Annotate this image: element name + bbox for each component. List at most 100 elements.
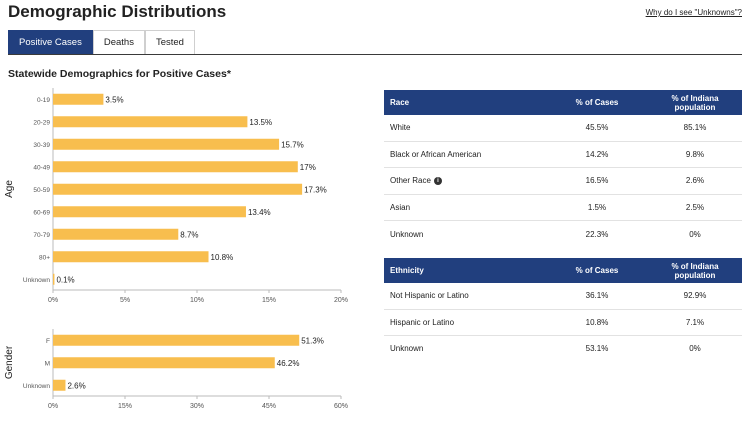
gender-axis-title: Gender (4, 345, 15, 379)
ethnicity-table: Ethnicity % of Cases % of Indiana popula… (384, 258, 742, 362)
race-cases: 1.5% (546, 194, 648, 222)
race-table: Race % of Cases % of Indiana population … (384, 90, 742, 247)
ethnicity-population-header: % of Indiana population (648, 258, 742, 283)
age-bar (53, 228, 179, 240)
table-row: Hispanic or Latino 10.8% 7.1% (384, 309, 742, 337)
age-category-label: 50-59 (33, 187, 50, 194)
age-bar (53, 116, 248, 128)
gender-bar (53, 357, 275, 369)
age-category-label: 60-69 (33, 209, 50, 216)
race-population: 85.1% (648, 115, 742, 142)
age-axis-title: Age (4, 180, 15, 198)
age-value-label: 13.4% (248, 208, 271, 217)
table-row: Other Race i 16.5% 2.6% (384, 167, 742, 195)
page-title: Demographic Distributions (8, 2, 227, 21)
race-label: Unknown (390, 229, 424, 239)
info-icon[interactable]: i (433, 177, 442, 186)
table-row: Asian 1.5% 2.5% (384, 194, 742, 222)
ethnicity-header: Ethnicity (384, 258, 546, 283)
table-row: Not Hispanic or Latino 36.1% 92.9% (384, 283, 742, 310)
age-value-label: 15.7% (281, 140, 304, 149)
race-label: Other Race (390, 176, 431, 186)
race-table-header: Race % of Cases % of Indiana population (384, 90, 742, 115)
age-value-label: 13.5% (249, 118, 272, 127)
age-bar (53, 138, 280, 150)
gender-value-label: 51.3% (301, 336, 324, 345)
gender-tick-label: 30% (190, 403, 204, 410)
race-header: Race (384, 90, 546, 115)
table-row: Unknown 53.1% 0% (384, 336, 742, 362)
ethnicity-label: Not Hispanic or Latino (384, 283, 546, 310)
age-tick-label: 20% (334, 297, 348, 304)
tab-positive-cases[interactable]: Positive Cases (8, 30, 93, 54)
age-bar (53, 93, 104, 105)
table-row: White 45.5% 85.1% (384, 115, 742, 142)
age-category-label: 20-29 (33, 119, 50, 126)
gender-bar (53, 334, 300, 346)
gender-tick-label: 0% (48, 403, 58, 410)
ethnicity-population: 7.1% (648, 309, 742, 337)
race-cases: 16.5% (546, 167, 648, 195)
ethnicity-table-header: Ethnicity % of Cases % of Indiana popula… (384, 258, 742, 283)
ethnicity-cases-header: % of Cases (546, 258, 648, 283)
age-bar (53, 183, 303, 195)
tab-divider (8, 54, 742, 55)
race-label: White (384, 115, 546, 142)
race-cases: 22.3% (585, 229, 609, 239)
age-bar (53, 206, 246, 218)
ethnicity-cases: 10.8% (546, 309, 648, 337)
race-population: 2.5% (648, 194, 742, 222)
ethnicity-label: Hispanic or Latino (384, 309, 546, 337)
unknowns-help-link[interactable]: Why do I see "Unknowns"? (645, 8, 742, 17)
demographics-charts: 0-19 3.5% 20-29 13.5% 30-39 15.7% 40-49 17% 50-5… (4, 88, 348, 410)
age-category-label: 40-49 (33, 164, 50, 171)
ethnicity-label: Unknown (390, 344, 424, 354)
age-value-label: 3.5% (105, 95, 123, 104)
gender-value-label: 2.6% (67, 381, 85, 390)
gender-value-label: 46.2% (277, 359, 300, 368)
age-value-label: 17% (300, 163, 316, 172)
age-tick-label: 10% (190, 297, 204, 304)
ethnicity-population: 92.9% (648, 283, 742, 310)
gender-tick-label: 15% (118, 403, 132, 410)
age-bar (53, 161, 298, 173)
age-category-label: 80+ (39, 254, 50, 261)
age-tick-label: 15% (262, 297, 276, 304)
gender-category-label: F (46, 338, 50, 345)
race-label-cell: Other Race i (384, 167, 546, 195)
age-bar (53, 251, 209, 263)
race-cases: 45.5% (546, 115, 648, 142)
tab-deaths[interactable]: Deaths (92, 30, 145, 54)
race-population: 0% (689, 229, 701, 239)
table-row: Black or African American 14.2% 9.8% (384, 141, 742, 169)
age-tick-label: 5% (120, 297, 130, 304)
age-category-label: 30-39 (33, 142, 50, 149)
age-bar (53, 273, 55, 285)
age-category-label: 70-79 (33, 232, 50, 239)
gender-tick-label: 60% (334, 403, 348, 410)
race-population: 2.6% (648, 167, 742, 195)
section-subtitle: Statewide Demographics for Positive Case… (8, 68, 231, 80)
gender-tick-label: 45% (262, 403, 276, 410)
race-cases-header: % of Cases (546, 90, 648, 115)
ethnicity-cases: 36.1% (546, 283, 648, 310)
table-row: Unknown 22.3% 0% (384, 221, 742, 247)
ethnicity-population: 0% (689, 344, 701, 354)
age-value-label: 17.3% (304, 185, 327, 194)
race-label: Asian (384, 194, 546, 222)
ethnicity-cases: 53.1% (585, 344, 609, 354)
race-population: 9.8% (648, 141, 742, 169)
age-value-label: 0.1% (56, 275, 74, 284)
age-category-label: Unknown (23, 277, 50, 284)
tab-tested[interactable]: Tested (144, 30, 195, 54)
gender-category-label: Unknown (23, 383, 50, 390)
race-cases: 14.2% (546, 141, 648, 169)
age-value-label: 10.8% (211, 253, 234, 262)
tab-bar: Positive Cases Deaths Tested (8, 30, 195, 55)
race-label: Black or African American (384, 141, 546, 169)
age-value-label: 8.7% (180, 230, 198, 239)
age-tick-label: 0% (48, 297, 58, 304)
gender-bar (53, 379, 66, 391)
gender-category-label: M (45, 360, 50, 367)
age-category-label: 0-19 (37, 97, 50, 104)
